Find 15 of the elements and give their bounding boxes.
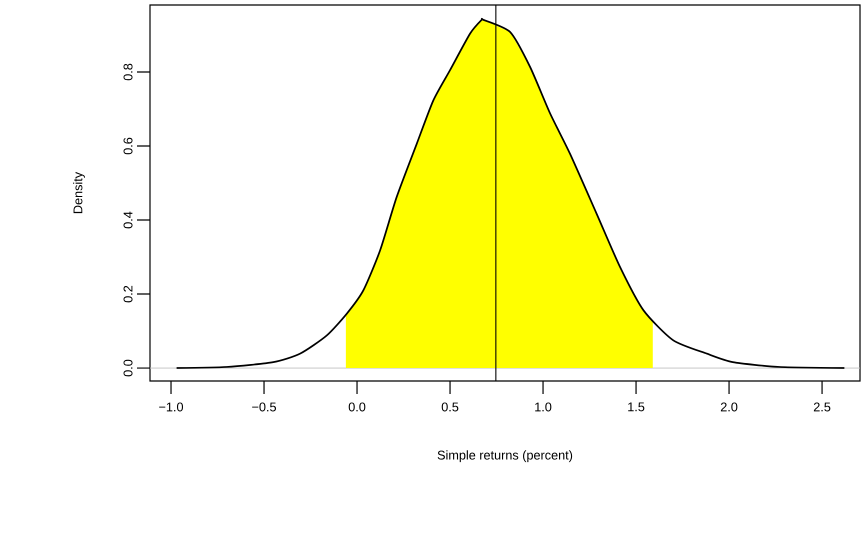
x-axis-title: Simple returns (percent) <box>438 450 572 462</box>
x-tick-label: 1.5 <box>628 402 644 412</box>
y-axis-title: Density <box>73 172 85 214</box>
x-tick-label: 1.0 <box>535 402 552 412</box>
x-tick-label: 2.5 <box>814 402 830 412</box>
y-tick-label: 0.6 <box>124 138 133 154</box>
x-tick-label: −1.0 <box>159 402 184 412</box>
x-tick-label: 2.0 <box>720 402 738 412</box>
x-tick-label: −0.5 <box>252 402 276 412</box>
x-tick-label: 0.0 <box>348 402 366 412</box>
y-tick-label: 0.0 <box>124 360 133 376</box>
x-tick-label: 0.5 <box>442 402 458 412</box>
y-tick-label: 0.2 <box>124 286 133 302</box>
y-tick-label: 0.4 <box>124 212 133 228</box>
y-tick-label: 0.8 <box>124 64 133 80</box>
